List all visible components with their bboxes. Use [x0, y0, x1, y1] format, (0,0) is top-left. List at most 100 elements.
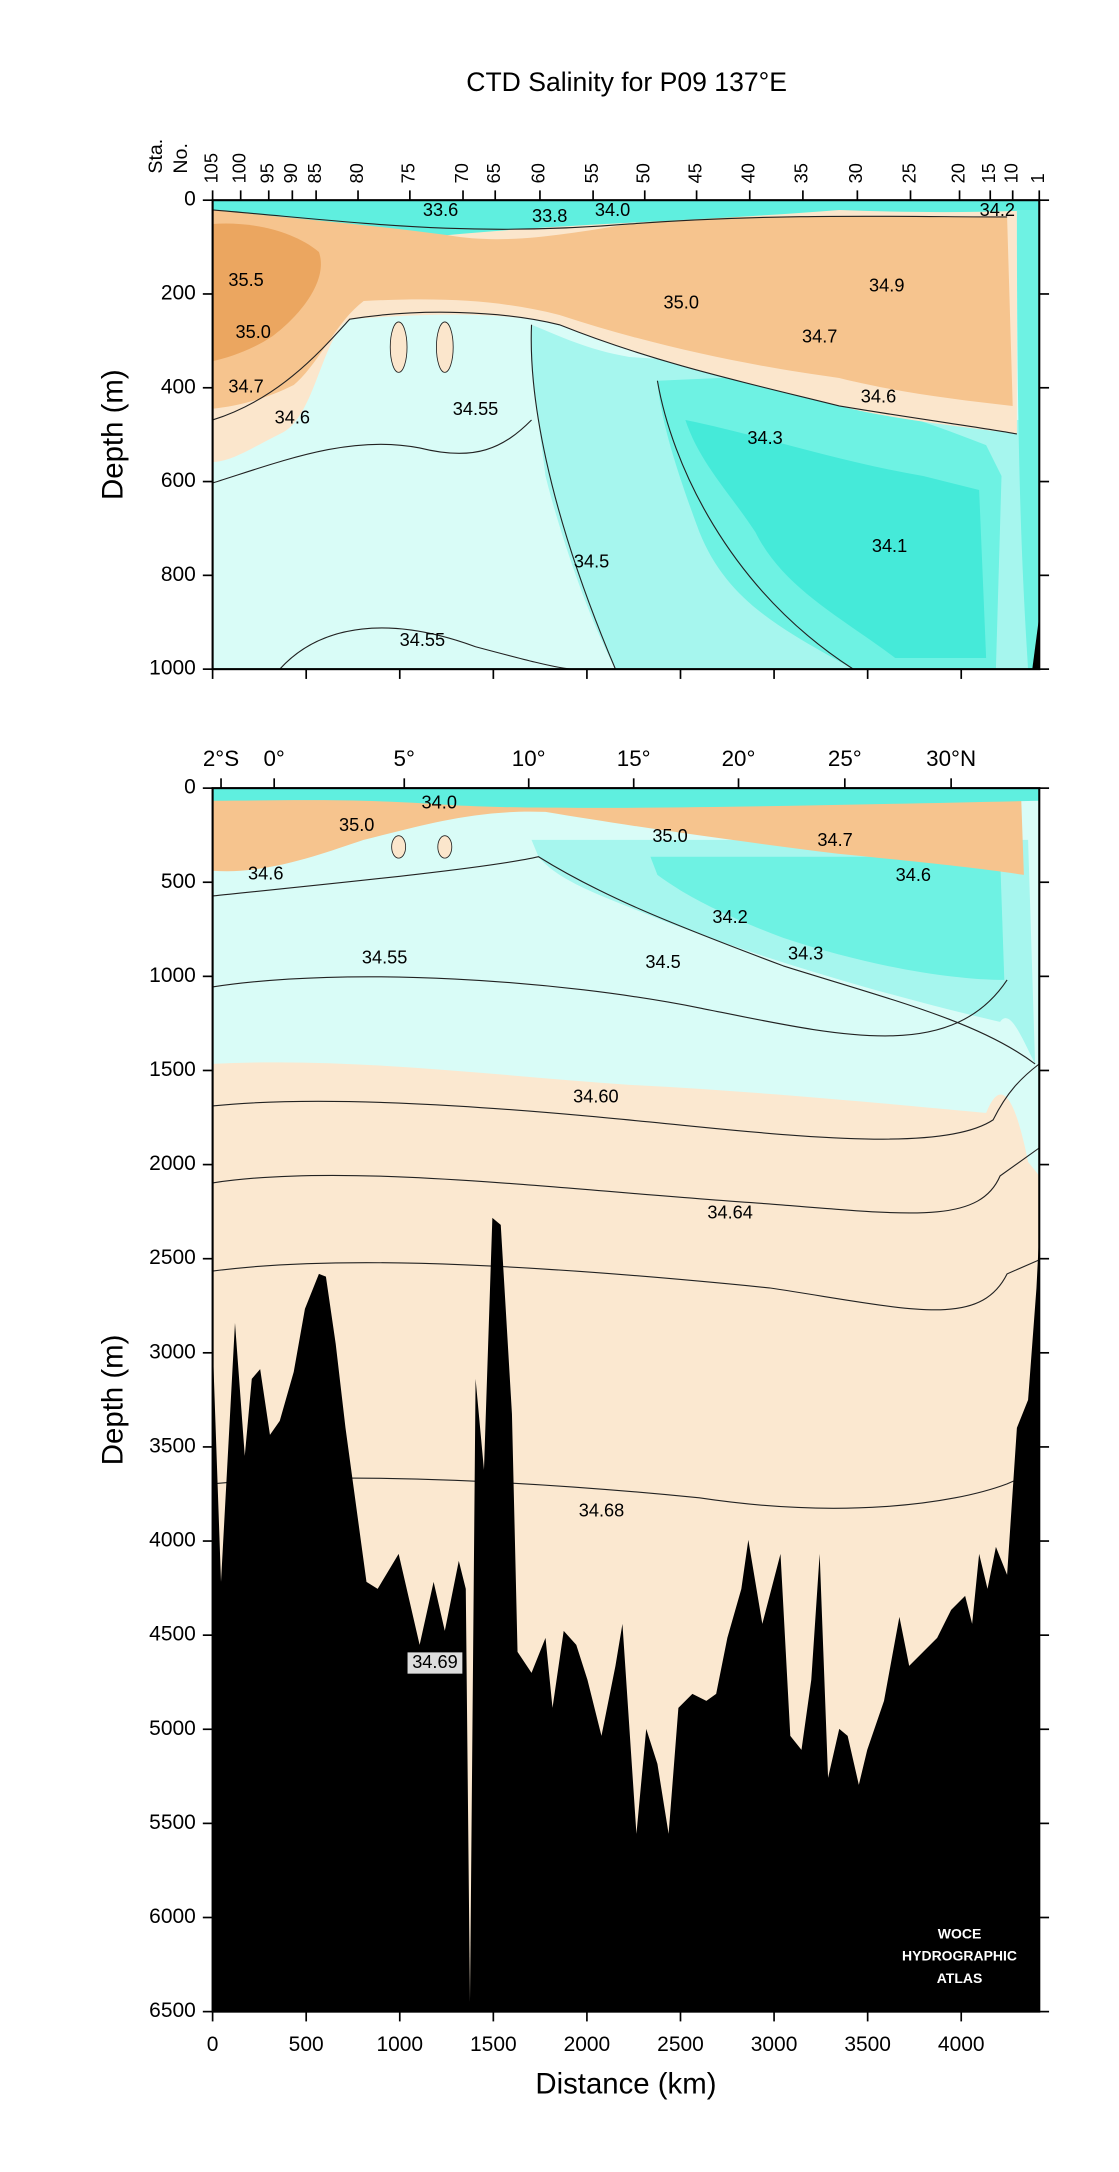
- station-label: 45: [685, 163, 705, 183]
- y-tick-label: 400: [161, 375, 196, 398]
- contour-label-box: [406, 1651, 464, 1675]
- lat-tick-label: 15°: [617, 746, 651, 771]
- y-tick-label: 2000: [149, 1152, 196, 1175]
- contour-label: 35.5: [228, 270, 263, 290]
- contour-label: 34.6: [896, 865, 931, 885]
- contour-label: 34.2: [980, 200, 1015, 220]
- contour-label: 34.0: [595, 200, 630, 220]
- top-frame: [211, 199, 1041, 671]
- station-axis-label: Sta.: [145, 139, 167, 174]
- y-tick-label: 6500: [149, 1999, 196, 2022]
- contour-label: 34.2: [712, 907, 747, 927]
- contour-label: 35.0: [339, 815, 374, 835]
- lat-tick-label: 30°N: [926, 746, 976, 771]
- x-tick-label: 3000: [751, 2033, 798, 2056]
- y-tick-label: 3500: [149, 1434, 196, 1457]
- station-label: 15: [979, 163, 999, 183]
- contour-label: 34.6: [861, 386, 896, 406]
- station-label: 85: [305, 163, 325, 183]
- station-axis-label: No.: [170, 143, 192, 173]
- y-tick-label: 1000: [149, 964, 196, 987]
- station-label: 20: [948, 163, 968, 183]
- station-label: 65: [484, 163, 504, 183]
- contour-label: 34.5: [574, 551, 609, 571]
- chart-title: CTD Salinity for P09 137°E: [466, 67, 787, 97]
- contour-label: 34.5: [645, 952, 680, 972]
- x-tick-label: 1500: [470, 2033, 517, 2056]
- station-label: 40: [739, 163, 759, 183]
- y-axis-label: Depth (m): [96, 369, 129, 500]
- y-tick-label: 500: [161, 870, 196, 893]
- contour-label: 34.55: [400, 630, 445, 650]
- y-tick-label: 4500: [149, 1623, 196, 1646]
- station-label: 35: [792, 163, 812, 183]
- station-label: 50: [634, 163, 654, 183]
- contour-label: 34.55: [362, 948, 407, 968]
- y-tick-label: 5000: [149, 1717, 196, 1740]
- y-tick-label: 3000: [149, 1340, 196, 1363]
- contour-label: 34.7: [228, 377, 263, 397]
- x-tick-label: 2500: [657, 2033, 704, 2056]
- x-tick-label: 0: [207, 2033, 219, 2056]
- contour-label: 34.7: [817, 830, 852, 850]
- contour-label: 35.0: [236, 322, 271, 342]
- station-label: 90: [281, 163, 301, 183]
- contour-label: 35.0: [664, 293, 699, 313]
- x-tick-label: 500: [289, 2033, 324, 2056]
- contour-label: 34.64: [707, 1203, 752, 1223]
- station-label: 10: [1002, 163, 1022, 183]
- station-label: 55: [582, 163, 602, 183]
- y-tick-label: 5500: [149, 1811, 196, 1834]
- contour-label: 34.3: [747, 428, 782, 448]
- x-axis-label: Distance (km): [535, 2068, 716, 2101]
- y-tick-label: 600: [161, 469, 196, 492]
- contour-label: 34.3: [788, 944, 823, 964]
- contour-label: 33.6: [423, 200, 458, 220]
- contour-label: 34.68: [579, 1501, 624, 1521]
- station-label: 30: [846, 163, 866, 183]
- watermark: WOCE: [938, 1925, 981, 1941]
- station-label: 70: [452, 163, 472, 183]
- watermark: ATLAS: [937, 1970, 983, 1986]
- y-tick-label: 2500: [149, 1246, 196, 1269]
- y-tick-label: 200: [161, 282, 196, 305]
- contour-label: 34.0: [422, 792, 457, 812]
- x-tick-label: 2000: [564, 2033, 611, 2056]
- y-tick-label: 0: [184, 188, 196, 211]
- contour-label: 34.69: [412, 1652, 457, 1672]
- x-tick-label: 4000: [938, 2033, 985, 2056]
- station-label: 95: [258, 163, 278, 183]
- contour-label: 34.6: [248, 864, 283, 884]
- station-label: 80: [347, 163, 367, 183]
- contour-label: 34.55: [453, 399, 498, 419]
- lat-tick-label: 5°: [394, 746, 415, 771]
- y-tick-label: 6000: [149, 1905, 196, 1928]
- bottom-frame: [211, 787, 1041, 2013]
- contour-label: 33.8: [532, 206, 567, 226]
- bottom-section-fill: [212, 788, 1040, 2012]
- station-label: 25: [899, 163, 919, 183]
- y-axis-label: Depth (m): [96, 1335, 129, 1466]
- lat-tick-label: 2°S: [203, 746, 239, 771]
- contour-label: 34.6: [275, 408, 310, 428]
- y-tick-label: 1000: [149, 657, 196, 680]
- lat-tick-label: 0°: [263, 746, 284, 771]
- y-tick-label: 0: [184, 776, 196, 799]
- y-tick-label: 1500: [149, 1058, 196, 1081]
- watermark: HYDROGRAPHIC: [902, 1948, 1017, 1964]
- station-label: 100: [230, 153, 250, 183]
- y-tick-label: 4000: [149, 1529, 196, 1552]
- x-tick-label: 3500: [844, 2033, 891, 2056]
- contour-label: 34.60: [573, 1086, 618, 1106]
- lat-tick-label: 10°: [512, 746, 546, 771]
- station-label: 1: [1028, 173, 1048, 183]
- y-tick-label: 800: [161, 563, 196, 586]
- station-label: 60: [529, 163, 549, 183]
- lat-tick-label: 25°: [828, 746, 862, 771]
- top-section-fill: [212, 200, 1040, 670]
- contour-label: 34.1: [872, 536, 907, 556]
- contour-label: 35.0: [652, 826, 687, 846]
- x-tick-label: 1000: [376, 2033, 423, 2056]
